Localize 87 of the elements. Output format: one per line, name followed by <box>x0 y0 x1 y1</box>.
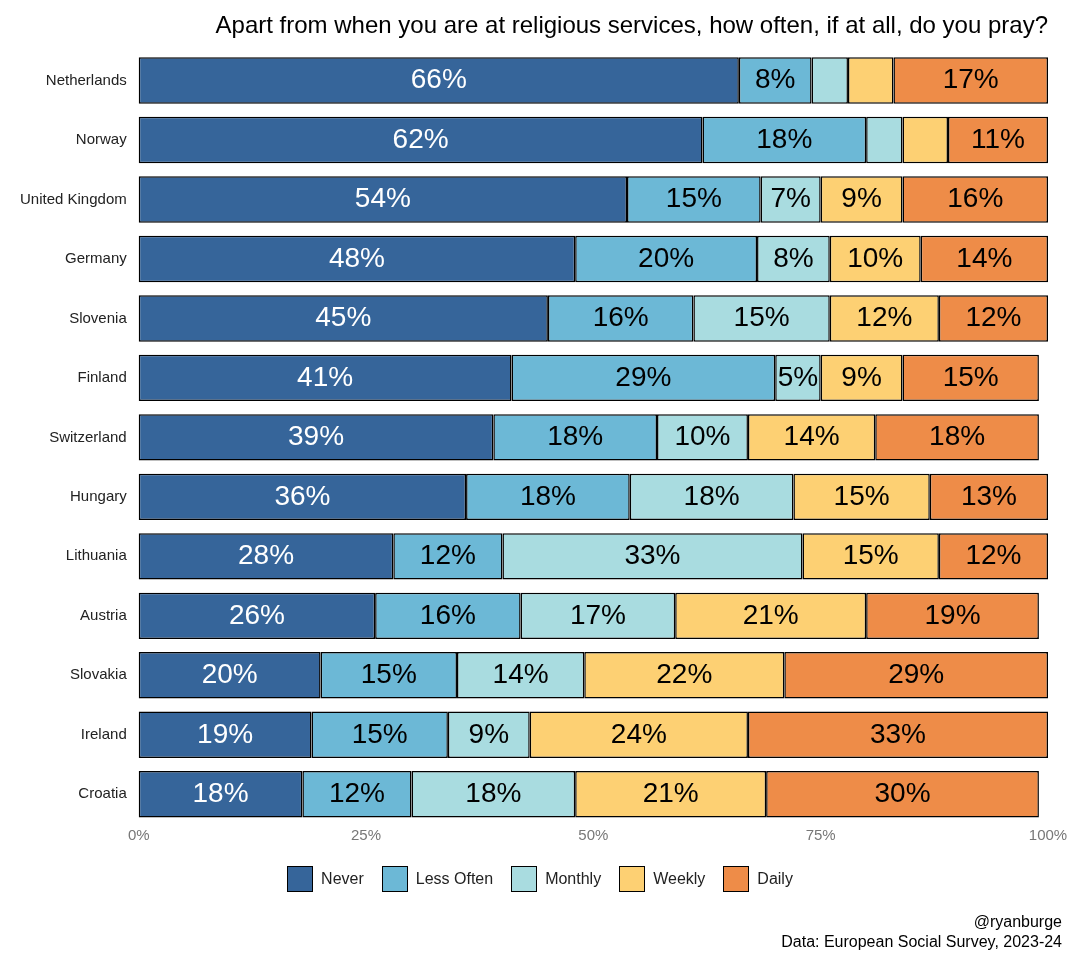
data-label: 18% <box>683 479 740 511</box>
data-label: 33% <box>869 717 926 749</box>
data-label: 13% <box>960 479 1017 511</box>
y-tick-label: Slovakia <box>70 665 128 683</box>
y-tick-label: Germany <box>65 249 128 267</box>
data-label: 10% <box>847 241 904 273</box>
data-label: 21% <box>742 598 799 630</box>
data-label: 15% <box>842 539 899 571</box>
legend-label: Monthly <box>545 870 602 888</box>
x-tick-label: 100% <box>1028 826 1068 844</box>
data-label: 15% <box>942 360 999 392</box>
data-label: 14% <box>783 420 840 452</box>
data-label: 19% <box>924 598 981 630</box>
data-label: 12% <box>856 301 913 333</box>
legend-label: Weekly <box>653 870 706 888</box>
data-label: 14% <box>956 241 1013 273</box>
data-label: 18% <box>465 776 522 808</box>
data-label: 18% <box>192 776 249 808</box>
text: Data: European Social Survey, 2023-24 <box>780 932 1062 952</box>
legend-label: Daily <box>757 870 793 888</box>
data-label: 20% <box>638 241 695 273</box>
data-label: 18% <box>756 122 813 154</box>
data-label: 15% <box>733 301 790 333</box>
data-label: 16% <box>947 182 1004 214</box>
data-label: 7% <box>770 182 811 214</box>
data-label: 28% <box>238 539 295 571</box>
x-tick-label: 75% <box>805 826 836 844</box>
y-tick-label: Croatia <box>78 784 128 802</box>
data-label: 20% <box>201 658 258 690</box>
data-label: 17% <box>569 598 626 630</box>
data-label: 12% <box>965 301 1022 333</box>
y-tick-label: Lithuania <box>65 546 128 564</box>
y-tick-label: Netherlands <box>45 70 127 88</box>
y-tick-label: Ireland <box>80 724 127 742</box>
data-label: 29% <box>615 360 672 392</box>
data-label: 5% <box>777 360 819 392</box>
data-label: 39% <box>288 420 345 452</box>
data-label: 33% <box>624 539 681 571</box>
data-label: 29% <box>888 658 945 690</box>
data-label: 45% <box>315 301 372 333</box>
data-label: 15% <box>351 717 408 749</box>
data-label: 26% <box>228 598 285 630</box>
data-label: 14% <box>492 658 549 690</box>
data-label: 15% <box>833 479 890 511</box>
data-label: 18% <box>547 420 604 452</box>
legend-label: Never <box>321 870 364 888</box>
legend-label: Less Often <box>415 870 494 888</box>
data-label: 30% <box>874 776 931 808</box>
data-label: 48% <box>328 241 385 273</box>
data-label: 9% <box>841 182 882 214</box>
data-label: 66% <box>410 63 467 95</box>
y-tick-label: Switzerland <box>49 427 127 445</box>
x-tick-label: 0% <box>127 826 150 844</box>
data-label: 16% <box>592 301 649 333</box>
data-label: 10% <box>674 420 731 452</box>
x-tick-label: 25% <box>351 826 382 844</box>
y-tick-label: Hungary <box>70 487 128 505</box>
data-label: 18% <box>929 420 986 452</box>
data-label: 62% <box>392 122 449 154</box>
data-label: 21% <box>642 776 699 808</box>
chart-title: Apart from when you are at religious services, how often, if at all, do you pray? <box>215 11 1048 39</box>
y-tick-label: Slovenia <box>69 308 128 326</box>
data-label: 9% <box>841 360 882 392</box>
data-label: 41% <box>297 360 354 392</box>
data-label: 8% <box>773 241 814 273</box>
data-label: 17% <box>942 63 999 95</box>
y-tick-label: Norway <box>75 130 128 148</box>
text: @ryanburge <box>972 912 1062 932</box>
data-label: 12% <box>328 776 385 808</box>
data-label: 15% <box>665 182 722 214</box>
data-label: 15% <box>360 658 417 690</box>
y-tick-label: Austria <box>80 605 128 623</box>
y-tick-label: Finland <box>77 368 127 386</box>
data-label: 12% <box>419 539 476 571</box>
data-label: 12% <box>965 539 1022 571</box>
data-label: 9% <box>468 717 510 749</box>
data-label: 22% <box>656 658 713 690</box>
data-label: 24% <box>610 717 667 749</box>
data-label: 16% <box>419 598 476 630</box>
data-label: 8% <box>754 63 796 95</box>
x-tick-label: 50% <box>578 826 609 844</box>
data-label: 18% <box>519 479 576 511</box>
data-label: 54% <box>354 182 411 214</box>
data-label: 36% <box>274 479 331 511</box>
data-label: 19% <box>197 717 254 749</box>
y-tick-label: United Kingdom <box>19 189 127 207</box>
data-label: 11% <box>971 122 1025 154</box>
